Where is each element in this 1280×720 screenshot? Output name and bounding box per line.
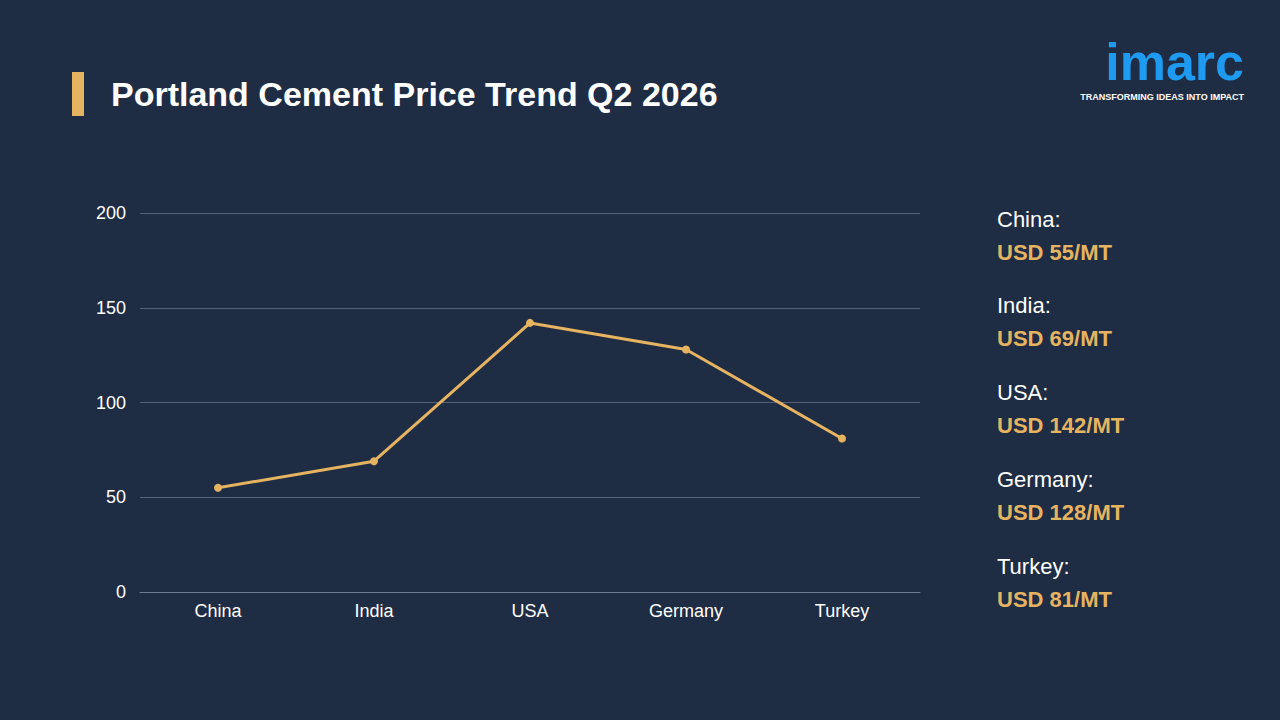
svg-text:Turkey:: Turkey: [997, 554, 1070, 579]
svg-text:USA:: USA: [997, 380, 1048, 405]
svg-text:USA: USA [511, 601, 548, 621]
svg-text:Turkey: Turkey [815, 601, 869, 621]
svg-text:150: 150 [96, 298, 126, 318]
svg-text:India: India [354, 601, 394, 621]
svg-text:China:: China: [997, 207, 1061, 232]
svg-text:USD 81/MT: USD 81/MT [997, 587, 1112, 612]
svg-text:Germany:: Germany: [997, 467, 1094, 492]
svg-text:200: 200 [96, 203, 126, 223]
svg-text:USD 55/MT: USD 55/MT [997, 240, 1112, 265]
svg-text:Germany: Germany [649, 601, 723, 621]
svg-text:TRANSFORMING IDEAS INTO IMPACT: TRANSFORMING IDEAS INTO IMPACT [1080, 92, 1244, 102]
svg-text:100: 100 [96, 393, 126, 413]
svg-text:imarc: imarc [1105, 33, 1244, 91]
svg-text:0: 0 [116, 582, 126, 602]
svg-text:Portland Cement Price Trend Q2: Portland Cement Price Trend Q2 2026 [111, 75, 718, 113]
svg-text:USD 69/MT: USD 69/MT [997, 326, 1112, 351]
svg-text:USD 142/MT: USD 142/MT [997, 413, 1125, 438]
svg-text:India:: India: [997, 293, 1051, 318]
svg-text:China: China [194, 601, 242, 621]
svg-text:USD 128/MT: USD 128/MT [997, 500, 1125, 525]
svg-text:50: 50 [106, 487, 126, 507]
